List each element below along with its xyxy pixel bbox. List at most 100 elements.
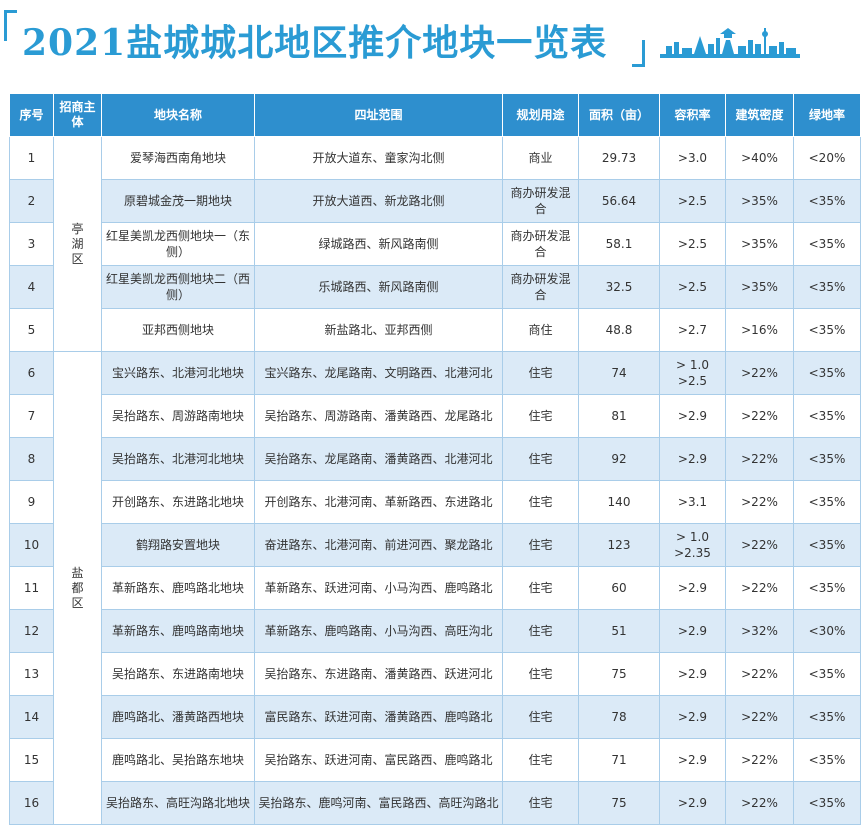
col-header-agency: 招商主体 xyxy=(53,93,102,137)
far-cell: >2.9 xyxy=(659,695,726,739)
area-cell: 78 xyxy=(578,695,660,739)
green-cell: <35% xyxy=(793,351,861,395)
table-row: 2 原碧城金茂一期地块 开放大道西、新龙路北侧 商办研发混合 56.64 >2.5 >35%… xyxy=(9,179,861,223)
use-cell: 商业 xyxy=(502,136,579,180)
page-title: 2021盐城城北地区推介地块一览表 xyxy=(22,22,608,64)
plot-name-cell: 鹿鸣路北、潘黄路西地块 xyxy=(101,695,255,739)
far-cell: >2.9 xyxy=(659,738,726,782)
far-cell: >2.9 xyxy=(659,394,726,438)
use-cell: 住宅 xyxy=(502,652,579,696)
far-cell: >2.9 xyxy=(659,566,726,610)
green-cell: <35% xyxy=(793,179,861,223)
plot-name-cell: 原碧城金茂一期地块 xyxy=(101,179,255,223)
green-cell: <35% xyxy=(793,308,861,352)
far-cell: >2.9 xyxy=(659,609,726,653)
density-cell: >22% xyxy=(725,480,794,524)
plot-name-cell: 吴抬路东、东进路南地块 xyxy=(101,652,255,696)
green-cell: <30% xyxy=(793,609,861,653)
far-cell: > 1.0 >2.35 xyxy=(659,523,726,567)
green-cell: <35% xyxy=(793,437,861,481)
title-bracket-left xyxy=(4,10,17,41)
use-cell: 商办研发混合 xyxy=(502,222,579,266)
density-cell: >35% xyxy=(725,179,794,223)
range-cell: 新盐路北、亚邦西侧 xyxy=(254,308,503,352)
green-cell: <35% xyxy=(793,394,861,438)
far-cell: >2.7 xyxy=(659,308,726,352)
use-cell: 住宅 xyxy=(502,609,579,653)
area-cell: 48.8 xyxy=(578,308,660,352)
plot-name-cell: 亚邦西侧地块 xyxy=(101,308,255,352)
plot-name-cell: 吴抬路东、周游路南地块 xyxy=(101,394,255,438)
table-row: 3 红星美凯龙西侧地块一（东侧） 绿城路西、新风路南侧 商办研发混合 58.1 >2.5 >… xyxy=(9,222,861,266)
use-cell: 商住 xyxy=(502,308,579,352)
plot-name-cell: 开创路东、东进路北地块 xyxy=(101,480,255,524)
far-cell: >2.9 xyxy=(659,652,726,696)
area-cell: 123 xyxy=(578,523,660,567)
range-cell: 乐城路西、新风路南侧 xyxy=(254,265,503,309)
row-number-cell: 1 xyxy=(9,136,54,180)
area-cell: 58.1 xyxy=(578,222,660,266)
area-cell: 29.73 xyxy=(578,136,660,180)
range-cell: 富民路东、跃进河南、潘黄路西、鹿鸣路北 xyxy=(254,695,503,739)
plot-name-cell: 红星美凯龙西侧地块二（西侧） xyxy=(101,265,255,309)
plot-name-cell: 革新路东、鹿鸣路南地块 xyxy=(101,609,255,653)
green-cell: <35% xyxy=(793,695,861,739)
col-header-use: 规划用途 xyxy=(502,93,579,137)
use-cell: 住宅 xyxy=(502,695,579,739)
row-number-cell: 12 xyxy=(9,609,54,653)
use-cell: 住宅 xyxy=(502,523,579,567)
range-cell: 开放大道东、童家沟北侧 xyxy=(254,136,503,180)
row-number-cell: 14 xyxy=(9,695,54,739)
density-cell: >22% xyxy=(725,437,794,481)
density-cell: >40% xyxy=(725,136,794,180)
range-cell: 吴抬路东、跃进河南、富民路西、鹿鸣路北 xyxy=(254,738,503,782)
title-bracket-right xyxy=(632,40,645,67)
density-cell: >35% xyxy=(725,222,794,266)
green-cell: <20% xyxy=(793,136,861,180)
range-cell: 奋进路东、北港河南、前进河西、聚龙路北 xyxy=(254,523,503,567)
use-cell: 住宅 xyxy=(502,394,579,438)
table-row: 1 亭湖区 爱琴海西南角地块 开放大道东、童家沟北侧 商业 29.73 >3.0 >40% <2… xyxy=(9,136,861,352)
plot-name-cell: 革新路东、鹿鸣路北地块 xyxy=(101,566,255,610)
table-row: 10 鹤翔路安置地块 奋进路东、北港河南、前进河西、聚龙路北 住宅 123 > 1.0 >… xyxy=(9,523,861,567)
table-row: 8 吴抬路东、北港河北地块 吴抬路东、龙尾路南、潘黄路西、北港河北 住宅 92 >2.9 >… xyxy=(9,437,861,481)
col-header-area: 面积（亩） xyxy=(578,93,660,137)
range-cell: 吴抬路东、周游路南、潘黄路西、龙尾路北 xyxy=(254,394,503,438)
plots-table: 序号 招商主体 地块名称 四址范围 规划用途 面积（亩） 容积率 建筑密度 绿地率 1 亭湖区 爱琴… xyxy=(9,93,861,825)
agency-label: 亭湖区 xyxy=(71,221,84,266)
plot-name-cell: 鹿鸣路北、吴抬路东地块 xyxy=(101,738,255,782)
far-cell: > 1.0 >2.5 xyxy=(659,351,726,395)
table-row: 15 鹿鸣路北、吴抬路东地块 吴抬路东、跃进河南、富民路西、鹿鸣路北 住宅 71 >2.9… xyxy=(9,738,861,782)
density-cell: >35% xyxy=(725,265,794,309)
far-cell: >2.5 xyxy=(659,222,726,266)
header: 2021盐城城北地区推介地块一览表 xyxy=(0,0,864,80)
row-number-cell: 3 xyxy=(9,222,54,266)
range-cell: 革新路东、鹿鸣路南、小马沟西、高旺沟北 xyxy=(254,609,503,653)
agency-cell: 亭湖区 xyxy=(53,136,102,352)
table-body: 1 亭湖区 爱琴海西南角地块 开放大道东、童家沟北侧 商业 29.73 >3.0 >40% <2… xyxy=(9,136,861,825)
range-cell: 吴抬路东、东进路南、潘黄路西、跃进河北 xyxy=(254,652,503,696)
row-number-cell: 16 xyxy=(9,781,54,825)
row-number-cell: 2 xyxy=(9,179,54,223)
plot-name-cell: 爱琴海西南角地块 xyxy=(101,136,255,180)
table-row: 5 亚邦西侧地块 新盐路北、亚邦西侧 商住 48.8 >2.7 >16% <35% xyxy=(9,308,861,352)
green-cell: <35% xyxy=(793,566,861,610)
table-row: 12 革新路东、鹿鸣路南地块 革新路东、鹿鸣路南、小马沟西、高旺沟北 住宅 51 >2.9… xyxy=(9,609,861,653)
density-cell: >22% xyxy=(725,652,794,696)
use-cell: 住宅 xyxy=(502,566,579,610)
area-cell: 56.64 xyxy=(578,179,660,223)
plot-name-cell: 宝兴路东、北港河北地块 xyxy=(101,351,255,395)
density-cell: >22% xyxy=(725,523,794,567)
area-cell: 81 xyxy=(578,394,660,438)
density-cell: >16% xyxy=(725,308,794,352)
table-row: 16 吴抬路东、高旺沟路北地块 吴抬路东、鹿鸣河南、富民路西、高旺沟路北 住宅 75 >2… xyxy=(9,781,861,825)
area-cell: 75 xyxy=(578,652,660,696)
agency-cell: 盐都区 xyxy=(53,351,102,825)
far-cell: >3.1 xyxy=(659,480,726,524)
green-cell: <35% xyxy=(793,523,861,567)
table-header-row: 序号 招商主体 地块名称 四址范围 规划用途 面积（亩） 容积率 建筑密度 绿地率 xyxy=(9,93,861,137)
area-cell: 92 xyxy=(578,437,660,481)
density-cell: >32% xyxy=(725,609,794,653)
use-cell: 商办研发混合 xyxy=(502,179,579,223)
row-number-cell: 7 xyxy=(9,394,54,438)
